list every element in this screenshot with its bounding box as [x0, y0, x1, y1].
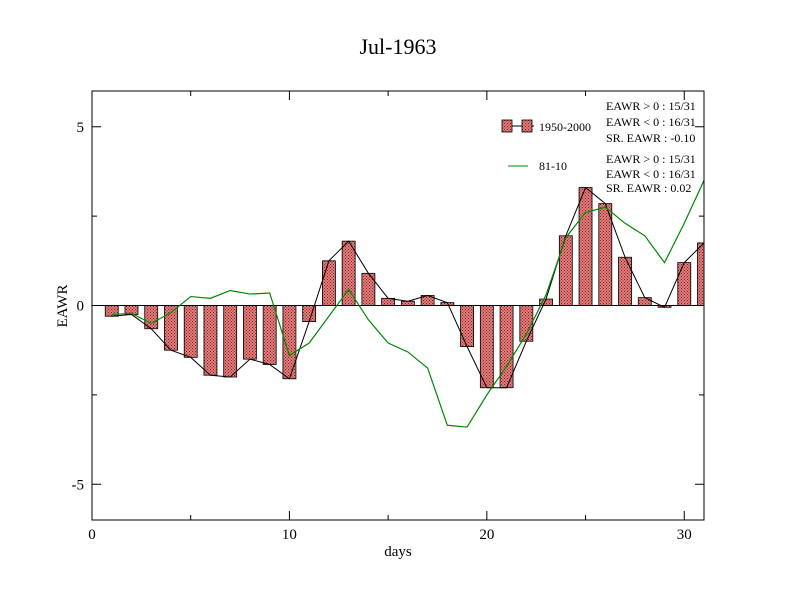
chart-title: Jul-1963: [360, 34, 437, 59]
bar-day-9: [262, 305, 277, 365]
x-tick-label: 20: [479, 527, 494, 543]
bar-day-12: [321, 260, 336, 306]
bar-day-5: [183, 305, 198, 358]
bar-day-20: [479, 305, 494, 389]
legend-bar-swatch-right: [521, 119, 533, 133]
legend: 1950-2000 81-10: [501, 119, 591, 173]
x-tick-label: 0: [88, 527, 96, 543]
y-axis-label: EAWR: [55, 285, 71, 328]
x-axis-label: days: [384, 544, 412, 560]
bar-day-25: [578, 187, 593, 306]
legend-bar-swatch-left: [501, 119, 513, 133]
bar-day-14: [361, 272, 376, 306]
bar-day-27: [618, 256, 632, 306]
bar-day-30: [677, 262, 692, 306]
line-series-81-10: [111, 180, 704, 428]
stat-2-neg: EAWR < 0 : 16/31: [606, 167, 696, 181]
bar-series-group: [92, 187, 704, 389]
bar-day-22: [519, 305, 534, 342]
bar-day-28: [637, 297, 652, 306]
bar-day-8: [243, 305, 257, 360]
stat-1-neg: EAWR < 0 : 16/31: [606, 115, 696, 129]
bar-day-26: [598, 203, 613, 306]
y-tick-label: -5: [72, 477, 85, 493]
x-tick-label: 30: [677, 527, 692, 543]
bar-day-16: [400, 300, 415, 306]
bar-day-6: [203, 305, 218, 376]
bar-day-7: [223, 305, 238, 378]
y-tick-label: 5: [77, 120, 85, 136]
stat-2-pos: EAWR > 0 : 15/31: [606, 152, 696, 166]
legend-line-label: 81-10: [539, 159, 567, 173]
stat-1-pos: EAWR > 0 : 15/31: [606, 99, 696, 113]
stats-box: EAWR > 0 : 15/31 EAWR < 0 : 16/31 SR. EA…: [606, 99, 696, 195]
axis-ticks: 0 10 20 30 -5 0 5: [72, 91, 704, 543]
bar-day-24: [558, 235, 573, 306]
y-tick-label: 0: [77, 299, 85, 315]
bar-series-connector-line: [111, 186, 704, 389]
line-series-group: [111, 180, 704, 428]
bar-day-21: [499, 305, 514, 389]
x-tick-label: 10: [282, 527, 297, 543]
bar-day-19: [460, 305, 475, 348]
bar-day-31: [697, 242, 704, 306]
legend-bar-label: 1950-2000: [539, 120, 591, 134]
stat-1-sr: SR. EAWR : -0.10: [606, 131, 695, 145]
stat-2-sr: SR. EAWR : 0.02: [606, 181, 691, 195]
